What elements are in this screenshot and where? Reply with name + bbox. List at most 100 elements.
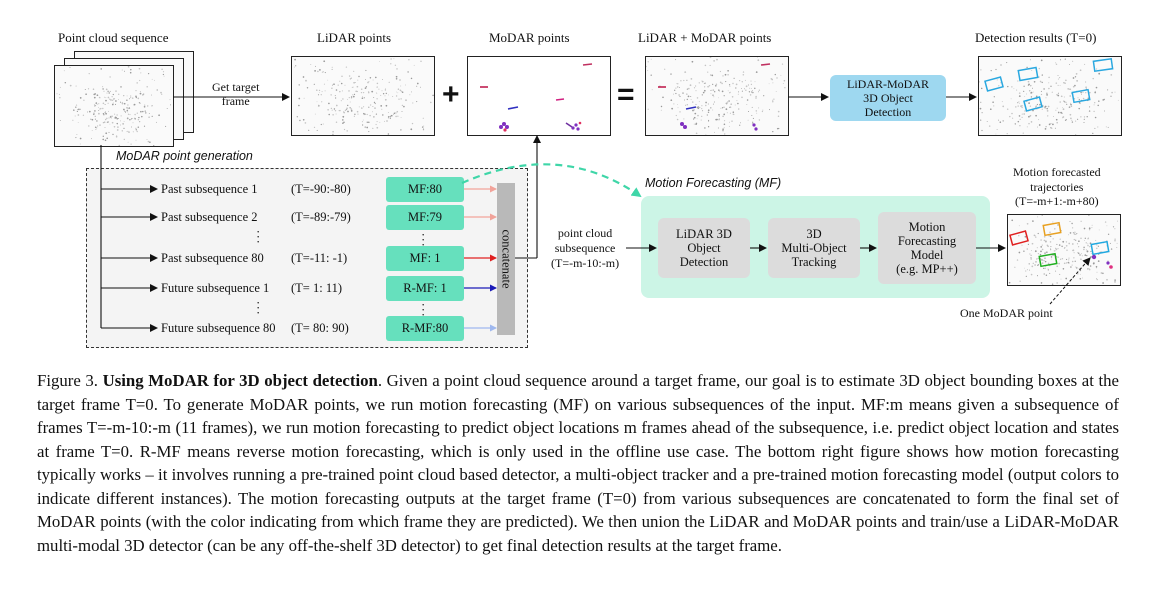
lidar-point (1072, 249, 1075, 252)
lidar-point (74, 115, 76, 117)
lidar-point (741, 90, 743, 92)
lidar-point (722, 75, 724, 77)
lidar-point (116, 114, 118, 116)
lidar-point (707, 85, 709, 88)
lidar-point (1072, 232, 1074, 234)
lidar-point (737, 102, 739, 105)
lidar-point (129, 98, 131, 100)
lidar-point (119, 120, 121, 122)
lidar-point (1050, 249, 1052, 251)
lidar-point (1021, 106, 1023, 109)
lidar-point (717, 127, 719, 129)
lidar-point (1029, 59, 1031, 61)
lidar-point (341, 90, 343, 92)
lidar-point (152, 145, 155, 146)
lidar-point (77, 109, 79, 110)
lidar-point (980, 87, 983, 90)
lidar-point (1094, 90, 1096, 93)
lidar-point (719, 70, 721, 73)
lidar-point (335, 121, 338, 124)
lidar-point (1057, 111, 1060, 114)
lidar-point (1045, 106, 1047, 108)
lidar-point (395, 75, 398, 78)
lidar-point (1035, 114, 1037, 117)
lidar-point (363, 92, 365, 94)
lidar-point (709, 57, 712, 59)
lidar-point (106, 117, 108, 119)
lidar-point (1047, 245, 1049, 248)
lidar-point (410, 128, 413, 131)
lidar-point (699, 106, 701, 108)
lidar-point (76, 134, 78, 136)
lidar-point (136, 82, 138, 84)
lidar-point (102, 102, 105, 105)
lidar-point (352, 94, 354, 96)
lidar-point (96, 127, 98, 129)
lidar-point (419, 86, 421, 88)
lidar-point (713, 96, 715, 98)
lidar-point (675, 87, 677, 89)
lidar-point (354, 113, 356, 115)
lidar-point (1097, 260, 1100, 262)
concatenate-label: concatenate (499, 229, 514, 289)
lidar-point (327, 79, 329, 81)
lidar-point (763, 95, 765, 97)
lidar-point (677, 83, 679, 85)
lidar-scatter (294, 58, 434, 135)
lidar-point (384, 95, 386, 97)
lidar-point (1065, 241, 1068, 243)
lidar-point (368, 121, 370, 123)
lidar-point (389, 117, 391, 120)
lidar-point (397, 92, 399, 94)
lidar-point (732, 111, 735, 113)
motion-forecasting-model-box: Motion Forecasting Model (e.g. MP++) (878, 212, 976, 284)
lidar-point (107, 102, 109, 104)
lidar-point (333, 83, 335, 86)
mf-model-box: MF: 1 (386, 246, 464, 271)
lidar-point (59, 97, 61, 99)
lidar-point (1075, 234, 1077, 236)
lidar-point (1059, 101, 1061, 103)
lidar-point (1057, 248, 1059, 250)
lidar-point (399, 89, 402, 92)
lidar-point (712, 89, 715, 91)
lidar-point (708, 120, 710, 122)
lidar-point (95, 128, 97, 130)
lidar-point (106, 121, 108, 123)
lidar-point (1041, 215, 1043, 216)
lidar-point (1117, 99, 1119, 101)
lidar-point (127, 108, 129, 110)
lidar-point (1045, 240, 1047, 242)
lidar-point (368, 92, 370, 94)
lidar-point (374, 103, 376, 105)
lidar-point (1073, 252, 1075, 254)
lidar-point (723, 113, 726, 116)
lidar-point (1079, 69, 1082, 72)
lidar-point (1048, 235, 1050, 237)
lidar-point (103, 114, 105, 116)
lidar-point (691, 60, 694, 63)
lidar-point (371, 90, 374, 93)
lidar-point (403, 105, 405, 108)
lidar-point (331, 68, 333, 70)
lidar-point (1083, 246, 1085, 249)
lidar-point (1048, 76, 1050, 79)
lidar-point (1025, 275, 1027, 277)
lidar-point (160, 91, 162, 94)
lidar-point (122, 123, 124, 125)
lidar-point (299, 119, 301, 122)
lidar-point (693, 116, 696, 119)
lidar-point (1013, 88, 1015, 90)
lidar-point (1052, 221, 1054, 223)
lidar-point (139, 79, 141, 82)
lidar-point (1024, 110, 1026, 112)
lidar-point (100, 107, 102, 110)
lidar-point (701, 108, 703, 110)
lidar-point (1030, 258, 1032, 260)
lidar-point (1095, 86, 1098, 89)
lidar-point (94, 115, 96, 117)
lidar-point (342, 98, 344, 100)
lidar-point (1102, 282, 1104, 284)
subsequence-range: (T=-11: -1) (291, 251, 348, 265)
lidar-point (139, 121, 141, 123)
